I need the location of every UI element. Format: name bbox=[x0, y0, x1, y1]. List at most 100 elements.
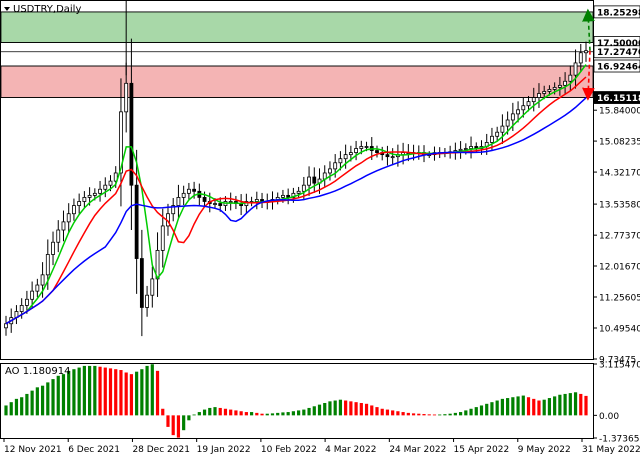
ao-bar-up bbox=[438, 414, 442, 416]
price-label: 16.15118 bbox=[597, 94, 640, 104]
ao-bar-up bbox=[67, 370, 71, 416]
bull-candle bbox=[254, 199, 259, 202]
ma-mid-line bbox=[5, 76, 587, 325]
y-tick-label: 9.73475 bbox=[599, 356, 636, 366]
ao-bar-up bbox=[547, 398, 552, 416]
bull-candle bbox=[578, 52, 583, 64]
ao-bar-down bbox=[223, 408, 228, 416]
bear-candle bbox=[312, 176, 317, 184]
ao-bar-down bbox=[579, 393, 583, 416]
ao-bar-up bbox=[145, 365, 149, 416]
bull-candle bbox=[171, 205, 176, 215]
ao-bar-down bbox=[234, 410, 238, 416]
bear-candle bbox=[218, 203, 223, 206]
bull-candle bbox=[108, 180, 113, 186]
bull-candle bbox=[328, 168, 332, 174]
ao-bar-up bbox=[312, 406, 316, 416]
bear-candle bbox=[192, 188, 197, 192]
bull-candle bbox=[359, 146, 364, 149]
symbol-title-box: USDTRY,Daily bbox=[4, 4, 81, 15]
ao-bar-up bbox=[323, 402, 327, 416]
x-tick-label: 4 Mar 2022 bbox=[325, 445, 376, 455]
price-label-box bbox=[593, 5, 640, 19]
ao-bar-up bbox=[61, 374, 66, 416]
ao-bar-up bbox=[25, 393, 29, 416]
bull-candle bbox=[186, 188, 191, 194]
ao-bar-up bbox=[307, 407, 311, 416]
bull-candle bbox=[526, 101, 531, 107]
ao-bar-up bbox=[521, 395, 525, 416]
ao-bar-up bbox=[506, 398, 510, 416]
ao-bar-up bbox=[281, 412, 285, 416]
bull-candle bbox=[103, 184, 108, 190]
bear-candle bbox=[375, 150, 379, 153]
ao-bar-up bbox=[46, 382, 50, 416]
bull-candle bbox=[176, 197, 181, 206]
y-tick-label: 14.32170 bbox=[599, 169, 640, 179]
bull-candle bbox=[573, 62, 578, 76]
ao-bar-up bbox=[443, 414, 447, 416]
bull-candle bbox=[72, 205, 76, 215]
x-tick-label: 28 Dec 2021 bbox=[132, 445, 190, 455]
bull-candle bbox=[56, 229, 61, 243]
ma-fast-line bbox=[5, 64, 587, 325]
ao-bar-down bbox=[218, 407, 222, 416]
ao-bar-up bbox=[30, 390, 34, 416]
ao-bar-down bbox=[244, 412, 248, 416]
price-label-box bbox=[593, 59, 640, 73]
ao-bar-up bbox=[458, 412, 463, 416]
ao-bar-down bbox=[411, 413, 416, 416]
ao-bar-down bbox=[432, 414, 437, 416]
ao-bar-down bbox=[391, 410, 395, 416]
ao-bar-up bbox=[542, 399, 546, 416]
ao-bar-up bbox=[479, 405, 484, 416]
ao-bar-up bbox=[187, 415, 191, 421]
bull-candle bbox=[40, 274, 45, 286]
ao-bar-down bbox=[427, 414, 431, 416]
price-panel bbox=[0, 0, 594, 360]
bull-candle bbox=[557, 84, 562, 88]
bull-candle bbox=[495, 131, 500, 137]
ao-bar-up bbox=[338, 399, 343, 416]
bull-candle bbox=[119, 111, 123, 174]
ao-bar-down bbox=[124, 372, 128, 416]
bull-candle bbox=[390, 156, 395, 159]
ao-bar-up bbox=[511, 397, 515, 416]
ao-bar-down bbox=[255, 412, 259, 416]
bull-candle bbox=[510, 113, 515, 121]
bull-candle bbox=[30, 290, 35, 300]
bull-candle bbox=[66, 213, 71, 223]
ao-bar-down bbox=[166, 415, 170, 427]
bear-candle bbox=[385, 154, 390, 158]
ao-bar-down bbox=[584, 395, 588, 416]
bull-candle bbox=[281, 194, 285, 198]
ao-bar-up bbox=[485, 403, 489, 416]
bull-candle bbox=[113, 172, 118, 182]
ao-bar-up bbox=[35, 387, 39, 416]
bull-candle bbox=[61, 221, 66, 231]
ao-bar-up bbox=[4, 405, 8, 416]
bull-candle bbox=[82, 197, 87, 202]
bull-candle bbox=[51, 241, 55, 255]
bull-candle bbox=[505, 119, 510, 127]
ao-bar-up bbox=[270, 413, 275, 416]
bull-candle bbox=[469, 146, 473, 149]
bull-candle bbox=[333, 162, 338, 170]
bull-candle bbox=[552, 86, 557, 90]
ao-bar-up bbox=[40, 385, 45, 416]
ao-bar-up bbox=[464, 410, 468, 416]
ao-bar-up bbox=[291, 411, 295, 416]
ao-bar-down bbox=[344, 400, 348, 416]
ao-bar-up bbox=[474, 407, 478, 416]
y-tick-label: 15.08235 bbox=[599, 138, 640, 148]
bull-candle bbox=[521, 105, 526, 111]
bull-candle bbox=[150, 278, 155, 296]
collapse-triangle-icon[interactable] bbox=[4, 7, 10, 11]
bull-candle bbox=[584, 50, 588, 54]
price-label: 16.92464 bbox=[597, 63, 640, 73]
ao-bar-up bbox=[72, 369, 76, 416]
ao-bar-down bbox=[161, 408, 165, 416]
x-tick-label: 24 Mar 2022 bbox=[389, 445, 446, 455]
bull-candle bbox=[516, 109, 520, 115]
